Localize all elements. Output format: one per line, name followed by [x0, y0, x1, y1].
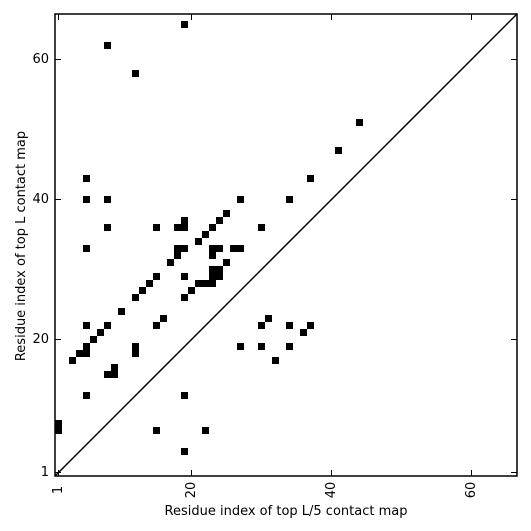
- data-point: [286, 343, 293, 350]
- y-tick-label: 20: [32, 332, 49, 347]
- data-point: [209, 224, 216, 231]
- y-tick-label: 40: [32, 192, 49, 207]
- data-point: [90, 336, 97, 343]
- data-point: [223, 210, 230, 217]
- x-tick-label: 40: [324, 482, 339, 499]
- data-point: [356, 119, 363, 126]
- data-point: [286, 322, 293, 329]
- data-point: [174, 252, 181, 259]
- data-point: [104, 224, 111, 231]
- data-point: [209, 245, 216, 252]
- data-point: [167, 259, 174, 266]
- data-point: [258, 343, 265, 350]
- data-point: [104, 322, 111, 329]
- data-point: [118, 308, 125, 315]
- data-point: [55, 420, 62, 427]
- data-point: [258, 322, 265, 329]
- data-point: [153, 322, 160, 329]
- data-point: [216, 217, 223, 224]
- axes: 1 20 40 60 1 20 40 60: [32, 13, 518, 499]
- data-point: [209, 280, 216, 287]
- y-tick-label: 60: [32, 52, 49, 67]
- data-point: [223, 259, 230, 266]
- data-point: [83, 196, 90, 203]
- data-point: [202, 427, 209, 434]
- data-point: [216, 273, 223, 280]
- data-point: [132, 343, 139, 350]
- data-point: [265, 315, 272, 322]
- data-point: [216, 266, 223, 273]
- data-point: [202, 231, 209, 238]
- data-point: [258, 224, 265, 231]
- data-point: [132, 70, 139, 77]
- data-point: [104, 42, 111, 49]
- x-tick-label: 1: [51, 486, 66, 494]
- data-point: [139, 287, 146, 294]
- data-point: [300, 329, 307, 336]
- data-point: [181, 224, 188, 231]
- data-point: [69, 357, 76, 364]
- data-point: [307, 175, 314, 182]
- data-point: [188, 287, 195, 294]
- data-point: [153, 273, 160, 280]
- data-point: [83, 392, 90, 399]
- data-point: [237, 245, 244, 252]
- data-points: [55, 14, 517, 476]
- data-point: [181, 217, 188, 224]
- data-point: [55, 427, 62, 434]
- data-point: [83, 322, 90, 329]
- y-axis-label: Residue index of top L contact map: [14, 131, 29, 361]
- data-point: [237, 343, 244, 350]
- data-point: [83, 175, 90, 182]
- data-point: [181, 273, 188, 280]
- data-point: [335, 147, 342, 154]
- data-point: [104, 371, 111, 378]
- data-point: [181, 294, 188, 301]
- plot-area: [55, 14, 517, 476]
- plot-frame: [54, 13, 518, 477]
- x-tick-label: 60: [464, 482, 479, 499]
- data-point: [181, 21, 188, 28]
- data-point: [97, 329, 104, 336]
- data-point: [160, 315, 167, 322]
- data-point: [195, 238, 202, 245]
- data-point: [202, 280, 209, 287]
- data-point: [174, 224, 181, 231]
- x-axis-label: Residue index of top L/5 contact map: [165, 504, 408, 519]
- data-point: [132, 294, 139, 301]
- data-point: [209, 273, 216, 280]
- data-point: [153, 224, 160, 231]
- data-point: [181, 448, 188, 455]
- data-point: [230, 245, 237, 252]
- data-point: [146, 280, 153, 287]
- data-point: [181, 392, 188, 399]
- data-point: [209, 266, 216, 273]
- data-point: [104, 196, 111, 203]
- diagonal-line: [55, 14, 517, 476]
- data-point: [83, 350, 90, 357]
- data-point: [216, 245, 223, 252]
- data-point: [132, 350, 139, 357]
- data-point: [83, 343, 90, 350]
- data-point: [237, 196, 244, 203]
- data-point: [195, 280, 202, 287]
- data-point: [181, 245, 188, 252]
- data-point: [174, 245, 181, 252]
- data-point: [272, 357, 279, 364]
- data-point: [111, 371, 118, 378]
- data-point: [153, 427, 160, 434]
- data-point: [83, 245, 90, 252]
- y-tick-label: 1: [41, 465, 49, 480]
- data-point: [286, 196, 293, 203]
- data-point: [76, 350, 83, 357]
- data-point: [111, 364, 118, 371]
- x-tick-label: 20: [184, 482, 199, 499]
- data-point: [209, 252, 216, 259]
- data-point: [307, 322, 314, 329]
